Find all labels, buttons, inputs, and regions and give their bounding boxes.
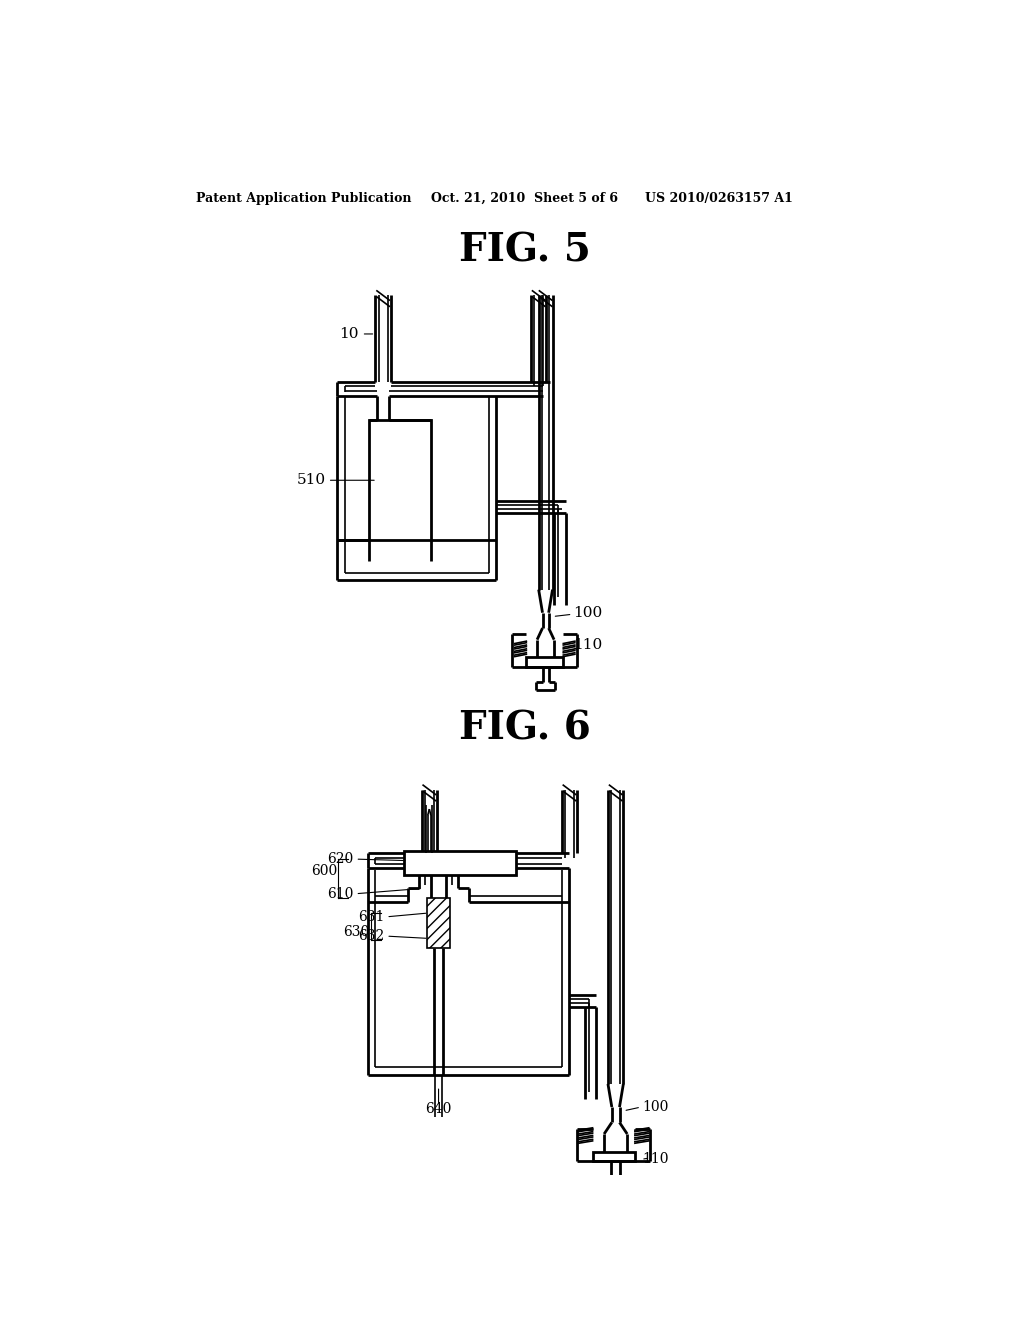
Text: 632: 632 bbox=[358, 929, 385, 942]
Text: 620: 620 bbox=[328, 853, 354, 866]
Text: 631: 631 bbox=[358, 909, 385, 924]
Text: 630: 630 bbox=[343, 925, 370, 940]
Text: 600: 600 bbox=[310, 863, 337, 878]
Bar bbox=[427, 898, 451, 948]
Text: 640: 640 bbox=[425, 1102, 452, 1117]
Text: 100: 100 bbox=[643, 1100, 669, 1114]
Text: 610: 610 bbox=[328, 887, 354, 900]
Text: 100: 100 bbox=[573, 606, 602, 619]
Text: 10: 10 bbox=[339, 327, 358, 341]
Text: 510: 510 bbox=[297, 474, 326, 487]
Bar bbox=[370, 420, 431, 540]
Text: Patent Application Publication: Patent Application Publication bbox=[196, 191, 412, 205]
Text: 110: 110 bbox=[643, 1152, 669, 1167]
Text: 110: 110 bbox=[573, 638, 602, 652]
Bar bbox=[593, 1151, 635, 1162]
Text: FIG. 6: FIG. 6 bbox=[459, 709, 591, 747]
Text: US 2010/0263157 A1: US 2010/0263157 A1 bbox=[645, 191, 793, 205]
Bar bbox=[526, 657, 563, 667]
Text: Oct. 21, 2010  Sheet 5 of 6: Oct. 21, 2010 Sheet 5 of 6 bbox=[431, 191, 617, 205]
Text: FIG. 5: FIG. 5 bbox=[459, 232, 591, 269]
Bar bbox=[403, 851, 515, 875]
